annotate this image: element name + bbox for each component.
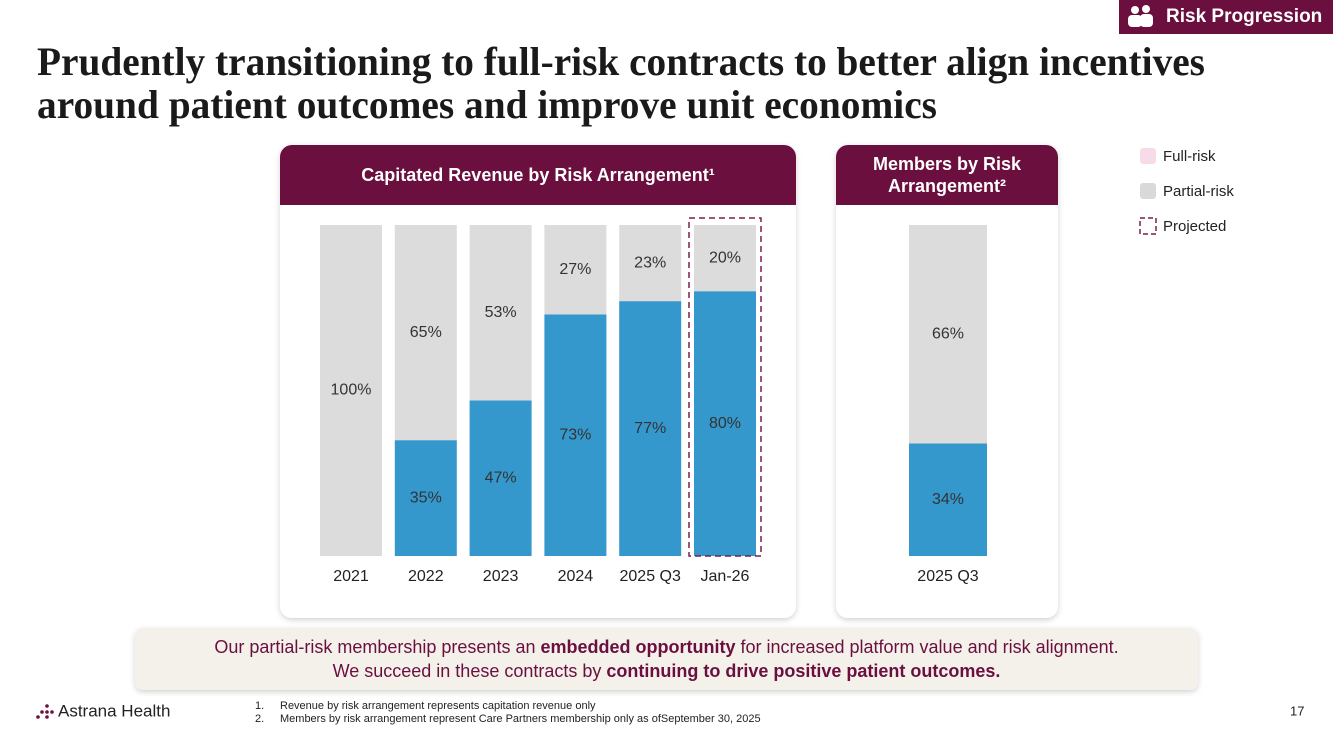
value-label: 77% [634, 420, 666, 437]
callout-text: continuing to drive positive patient out… [606, 661, 1001, 681]
value-label: 66% [932, 325, 964, 342]
callout-text: We succeed in these contracts by [332, 661, 607, 681]
legend-label: Partial-risk [1163, 183, 1234, 200]
callout-text: Our partial-risk membership presents an [214, 637, 541, 657]
callout: Our partial-risk membership presents an … [135, 628, 1198, 690]
x-tick-label: 2022 [408, 568, 444, 585]
value-label: 73% [559, 426, 591, 443]
bar-segment [694, 291, 756, 556]
logo: Astrana Health [58, 701, 170, 720]
card-header [280, 145, 796, 205]
x-tick-label: 2021 [333, 568, 369, 585]
x-tick-label: 2025 Q3 [917, 568, 978, 585]
panel-title: Members by Risk Arrangement² [872, 154, 1022, 196]
panel-title: Capitated Revenue by Risk Arrangement¹ [361, 165, 715, 185]
legend-swatch [1140, 183, 1156, 199]
bar-segment [909, 225, 987, 444]
callout-line: Our partial-risk membership presents an … [214, 635, 1118, 659]
x-tick-label: Jan-26 [701, 568, 750, 585]
card-header [836, 145, 1058, 205]
callout-bg [135, 628, 1198, 690]
title-line: Prudently transitioning to full-risk con… [37, 39, 1205, 84]
bar-segment [469, 400, 532, 556]
bar-segment [469, 225, 532, 401]
value-label: 35% [410, 489, 442, 506]
footnote: Revenue by risk arrangement represents c… [280, 700, 596, 712]
legend-swatch [1140, 148, 1156, 164]
footnote-marker: 1. [255, 700, 265, 712]
bar-segment [394, 440, 457, 556]
logo-icon [36, 704, 54, 719]
title-line: around patient outcomes and improve unit… [37, 82, 937, 127]
legend-swatch [1139, 217, 1157, 235]
bar-segment [694, 225, 756, 292]
bar-segment [544, 225, 607, 315]
bar-segment [619, 225, 682, 302]
projected-outline [688, 217, 762, 557]
value-label: 53% [485, 304, 517, 321]
value-label: 34% [932, 491, 964, 508]
x-tick-label: 2023 [483, 568, 519, 585]
bar-segment [909, 443, 987, 556]
callout-text: embedded opportunity [540, 637, 736, 657]
footnote-marker: 2. [255, 713, 265, 725]
value-label: 65% [410, 324, 442, 341]
x-tick-label: 2024 [558, 568, 594, 585]
tag: Risk Progression [1166, 6, 1322, 27]
bar-segment [619, 301, 682, 556]
footnote: Members by risk arrangement represent Ca… [280, 713, 761, 725]
value-label: 47% [485, 469, 517, 486]
legend-label: Projected [1163, 218, 1226, 235]
tag-bg [1119, 0, 1333, 34]
value-label: 80% [709, 415, 741, 432]
callout-text: for increased platform value and risk al… [735, 637, 1119, 657]
value-label: 23% [634, 254, 666, 271]
value-label: 27% [559, 261, 591, 278]
value-label: 100% [331, 382, 372, 399]
legend-label: Full-risk [1163, 148, 1216, 165]
x-tick-label: 2025 Q3 [620, 568, 681, 585]
bar-segment [394, 225, 457, 441]
bar-segment [544, 314, 607, 556]
callout-line: We succeed in these contracts by continu… [333, 659, 1001, 683]
page-number: 17 [1290, 703, 1304, 718]
tag-icon [1128, 5, 1153, 27]
value-label: 20% [709, 249, 741, 266]
bar-segment [320, 225, 382, 556]
